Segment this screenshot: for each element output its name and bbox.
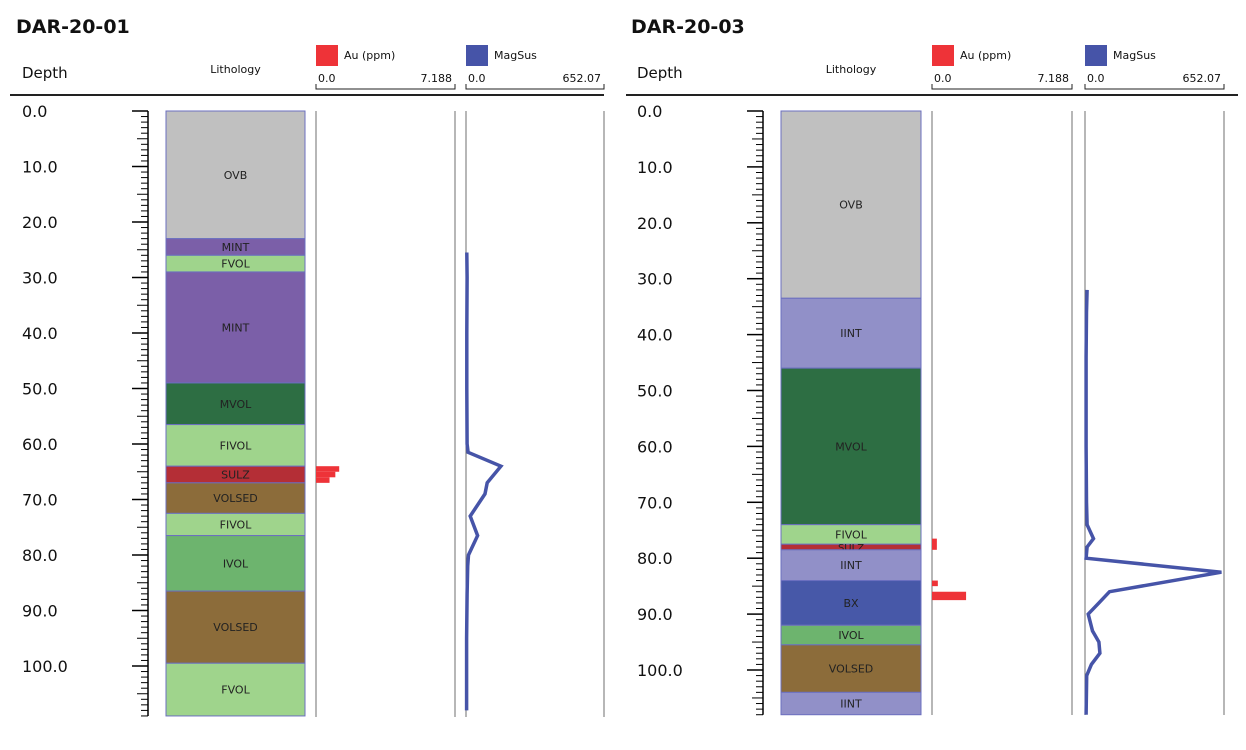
magsus-legend-label: MagSus xyxy=(1113,49,1156,62)
au-scale-max: 7.188 xyxy=(421,72,453,85)
lithology-label: SULZ xyxy=(221,469,250,482)
depth-tick-label: 40.0 xyxy=(637,326,673,345)
depth-tick-label: 50.0 xyxy=(22,380,58,399)
magsus-legend-swatch xyxy=(1085,45,1107,66)
lithology-label: OVB xyxy=(224,169,248,182)
depth-tick-label: 80.0 xyxy=(637,549,673,568)
lithology-header: Lithology xyxy=(210,63,261,76)
lithology-label: IINT xyxy=(840,327,862,340)
lithology-label: IINT xyxy=(840,559,862,572)
magsus-legend-label: MagSus xyxy=(494,49,537,62)
magsus-scale-max: 652.07 xyxy=(563,72,602,85)
magsus-curve xyxy=(467,253,501,711)
lithology-label: BX xyxy=(843,597,859,610)
lithology-label: FVOL xyxy=(221,258,250,271)
lithology-label: VOLSED xyxy=(213,492,258,505)
depth-tick-label: 30.0 xyxy=(637,270,673,289)
depth-tick-label: 40.0 xyxy=(22,324,58,343)
au-bar xyxy=(932,592,966,600)
depth-axis-label: Depth xyxy=(637,64,683,82)
au-bar xyxy=(316,477,330,483)
lithology-label: MINT xyxy=(222,241,250,254)
lithology-label: MINT xyxy=(222,321,250,334)
depth-tick-label: 10.0 xyxy=(22,158,58,177)
magsus-scale-min: 0.0 xyxy=(468,72,486,85)
magsus-legend-swatch xyxy=(466,45,488,66)
well-panel-1: DAR-20-01 Depth Lithology Au (ppm) 0.0 7.188 M… xyxy=(10,16,604,717)
au-bar xyxy=(932,539,937,550)
magsus-scale-min: 0.0 xyxy=(1087,72,1105,85)
au-scale-max: 7.188 xyxy=(1038,72,1070,85)
au-legend-swatch xyxy=(932,45,954,66)
depth-tick-label: 50.0 xyxy=(637,382,673,401)
magsus-scale-max: 652.07 xyxy=(1183,72,1222,85)
depth-axis-label: Depth xyxy=(22,64,68,82)
lithology-header: Lithology xyxy=(826,63,877,76)
lithology-label: FIVOL xyxy=(220,439,253,452)
lithology-label: IVOL xyxy=(223,557,249,570)
lithology-label: IVOL xyxy=(838,629,864,642)
au-scale-min: 0.0 xyxy=(318,72,336,85)
lithology-label: FVOL xyxy=(221,684,250,697)
au-bar xyxy=(316,466,339,472)
au-legend-label: Au (ppm) xyxy=(344,49,395,62)
lithology-label: VOLSED xyxy=(829,663,874,676)
depth-tick-label: 90.0 xyxy=(637,605,673,624)
depth-tick-label: 20.0 xyxy=(637,214,673,233)
well-title: DAR-20-01 xyxy=(16,16,130,38)
lithology-label: FIVOL xyxy=(220,518,253,531)
depth-tick-label: 100.0 xyxy=(22,657,68,676)
depth-tick-label: 0.0 xyxy=(637,102,662,121)
depth-tick-label: 60.0 xyxy=(22,435,58,454)
lithology-label: FIVOL xyxy=(835,528,868,541)
depth-tick-label: 30.0 xyxy=(22,269,58,288)
depth-tick-label: 0.0 xyxy=(22,102,47,121)
au-bar xyxy=(932,581,938,587)
au-legend-swatch xyxy=(316,45,338,66)
au-legend-label: Au (ppm) xyxy=(960,49,1011,62)
depth-tick-label: 20.0 xyxy=(22,213,58,232)
depth-tick-label: 100.0 xyxy=(637,661,683,680)
depth-tick-label: 60.0 xyxy=(637,437,673,456)
well-title: DAR-20-03 xyxy=(631,16,745,38)
well-panel-2: DAR-20-03 Depth Lithology Au (ppm) 0.0 7.188 M… xyxy=(626,16,1238,715)
magsus-curve xyxy=(1086,290,1221,715)
lithology-label: VOLSED xyxy=(213,621,258,634)
depth-tick-label: 90.0 xyxy=(22,602,58,621)
depth-tick-label: 80.0 xyxy=(22,546,58,565)
au-bar xyxy=(316,472,335,478)
depth-tick-label: 70.0 xyxy=(22,491,58,510)
au-scale-min: 0.0 xyxy=(934,72,952,85)
lithology-label: IINT xyxy=(840,698,862,711)
depth-tick-label: 70.0 xyxy=(637,493,673,512)
lithology-label: OVB xyxy=(839,199,863,212)
lithology-label: MVOL xyxy=(835,440,867,453)
depth-tick-label: 10.0 xyxy=(637,158,673,177)
lithology-label: MVOL xyxy=(220,398,252,411)
